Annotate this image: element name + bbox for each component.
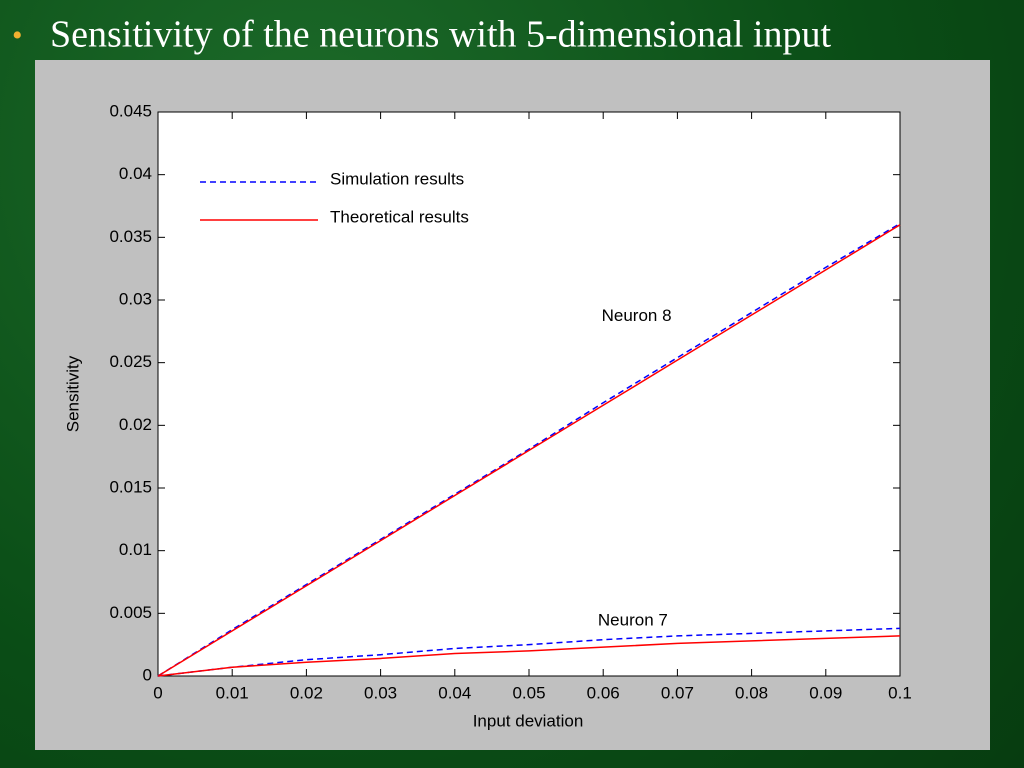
series-line [157, 635, 901, 677]
x-tick-label: 0 [153, 683, 162, 702]
y-tick-label: 0.015 [109, 477, 152, 496]
chart-title: Sensitivity of the neurons with 5-dimens… [50, 14, 831, 56]
x-tick-label: 0.01 [216, 683, 249, 702]
series-line [157, 627, 901, 677]
x-tick-label: 0.06 [587, 683, 620, 702]
y-tick-label: 0.03 [119, 289, 152, 308]
annotation: Neuron 8 [602, 306, 672, 325]
y-tick-label: 0.025 [109, 352, 152, 371]
y-tick-label: 0.01 [119, 540, 152, 559]
y-tick-label: 0.04 [119, 164, 152, 183]
x-tick-label: 0.02 [290, 683, 323, 702]
x-axis-label: Input deviation [473, 711, 584, 730]
x-tick-label: 0.09 [809, 683, 842, 702]
y-tick-label: 0.02 [119, 415, 152, 434]
y-tick-label: 0.005 [109, 603, 152, 622]
x-tick-label: 0.04 [438, 683, 471, 702]
x-tick-label: 0.03 [364, 683, 397, 702]
annotation: Neuron 7 [598, 610, 668, 629]
y-tick-label: 0.035 [109, 227, 152, 246]
y-axis-label: Sensitivity [63, 355, 82, 432]
x-tick-label: 0.1 [888, 683, 912, 702]
legend-label: Theoretical results [330, 207, 469, 226]
x-tick-label: 0.05 [512, 683, 545, 702]
x-tick-label: 0.08 [735, 683, 768, 702]
bullet: • [12, 19, 23, 52]
x-tick-label: 0.07 [661, 683, 694, 702]
series-line [157, 222, 901, 677]
y-tick-label: 0 [143, 665, 152, 684]
legend-label: Simulation results [330, 169, 464, 188]
y-tick-label: 0.045 [109, 101, 152, 120]
plot-area [157, 111, 901, 677]
series-line [157, 224, 901, 677]
